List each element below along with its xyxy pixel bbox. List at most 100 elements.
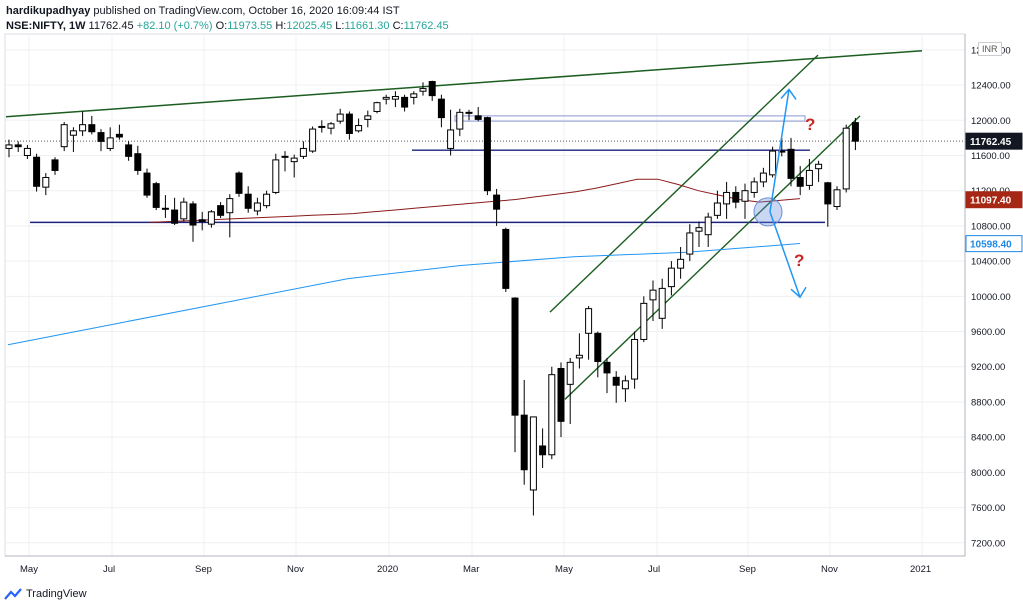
- price-label-box: [965, 235, 1023, 253]
- candle-body: [281, 155, 289, 158]
- candle-body: [69, 130, 77, 136]
- candle-body: [649, 289, 657, 301]
- question-mark-lower: ?: [794, 251, 804, 270]
- question-mark-upper: ?: [805, 115, 815, 134]
- candle-body: [465, 111, 473, 114]
- candle-body: [97, 132, 105, 142]
- candle-body: [842, 127, 850, 190]
- candle-body: [5, 144, 13, 149]
- price-label: 11097.40: [970, 196, 1012, 207]
- channel-lower: [564, 115, 861, 400]
- candle-body: [769, 150, 777, 176]
- candle-body: [309, 128, 317, 152]
- candle-body: [723, 191, 731, 205]
- trendline-top: [5, 49, 923, 118]
- open-value: 11973.55: [227, 20, 273, 32]
- candle-body: [557, 368, 565, 422]
- x-tick-label: Jul: [648, 564, 660, 575]
- candle-body: [437, 98, 445, 119]
- arrow-up-head: [780, 88, 797, 100]
- candle-body: [677, 258, 685, 269]
- candle-body: [143, 172, 151, 196]
- candle-body: [290, 157, 298, 163]
- candle-body: [493, 194, 501, 210]
- low-value: 11661.30: [344, 20, 390, 32]
- candle-body: [851, 122, 859, 142]
- candle-body: [327, 123, 335, 129]
- x-tick-label: Nov: [821, 564, 838, 575]
- price-label: 10598.40: [970, 240, 1012, 251]
- candle-body: [410, 93, 418, 98]
- candle-body: [621, 380, 629, 390]
- candle-body: [115, 133, 123, 138]
- candle-body: [428, 81, 436, 97]
- price-label-box: [965, 191, 1023, 209]
- x-tick-label: May: [555, 564, 573, 575]
- y-tick-label: 10800.00: [971, 221, 1011, 232]
- candle-body: [235, 172, 243, 194]
- price-label: 11762.45: [970, 137, 1012, 148]
- price-label-box: [965, 132, 1023, 150]
- candle-body: [180, 201, 188, 220]
- candle-body: [125, 144, 133, 157]
- arrow-down-head: [790, 286, 807, 299]
- candle-body: [161, 207, 169, 210]
- open-label: O:: [215, 20, 228, 32]
- price-change: +82.10 (+0.7%): [136, 20, 213, 32]
- candle-body: [364, 115, 372, 120]
- candle-body: [51, 159, 59, 171]
- y-tick-label: 9600.00: [971, 327, 1005, 338]
- candle-body: [382, 96, 390, 100]
- candle-body: [88, 124, 96, 133]
- candle-body: [640, 302, 648, 340]
- candle-body: [805, 169, 813, 186]
- close-label: C:: [392, 20, 404, 32]
- candle-body: [483, 117, 491, 192]
- arrow-up-line: [769, 89, 790, 212]
- x-tick-label: May: [20, 564, 38, 575]
- y-tick-label: 8800.00: [971, 397, 1005, 408]
- chart-header: hardikupadhyay published on TradingView.…: [6, 4, 449, 34]
- candle-body: [134, 153, 142, 171]
- y-tick-label: 12000.00: [971, 116, 1011, 127]
- y-tick-label: 10400.00: [971, 257, 1011, 268]
- y-tick-label: 10000.00: [971, 292, 1011, 303]
- candle-body: [226, 198, 234, 214]
- candle-body: [419, 88, 427, 92]
- candle-body: [336, 113, 344, 122]
- candle-body: [566, 361, 574, 385]
- candle-body: [401, 96, 409, 108]
- candle-body: [217, 205, 225, 216]
- candle-body: [759, 172, 767, 183]
- tradingview-logo-icon: [4, 588, 22, 600]
- candle-body: [79, 124, 87, 132]
- candle-body: [207, 211, 215, 225]
- x-tick-label: Jul: [103, 564, 115, 575]
- candle-body: [667, 267, 675, 288]
- channel-upper: [549, 54, 819, 313]
- tradingview-brand: TradingView: [26, 588, 87, 600]
- x-tick-label: 2021: [910, 564, 931, 575]
- x-tick-label: Nov: [287, 564, 304, 575]
- candle-body: [502, 228, 510, 289]
- tradingview-footer: TradingView: [4, 588, 87, 600]
- candle-body: [447, 129, 455, 149]
- candle-body: [189, 203, 197, 226]
- y-tick-label: 8000.00: [971, 468, 1005, 479]
- candle-body: [299, 147, 307, 157]
- candle-body: [824, 182, 832, 205]
- candle-body: [612, 376, 620, 386]
- candle-body: [106, 137, 114, 149]
- candle-body: [732, 191, 740, 203]
- ohlc-line: NSE:NIFTY, 1W 11762.45 +82.10 (+0.7%) O:…: [6, 19, 449, 34]
- x-tick-label: 2020: [377, 564, 398, 575]
- candle-body: [787, 148, 795, 179]
- resistance-band: [454, 115, 806, 122]
- candle-body: [575, 354, 583, 359]
- candle-body: [750, 181, 758, 193]
- candle-body: [244, 193, 252, 209]
- publisher-name[interactable]: hardikupadhyay: [6, 5, 91, 17]
- candle-body: [171, 209, 179, 224]
- candle-body: [594, 332, 602, 362]
